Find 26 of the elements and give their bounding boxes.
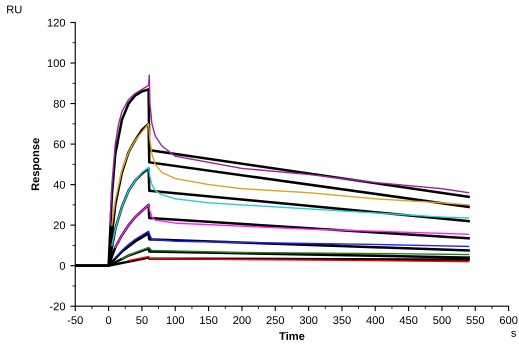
x-tick-label: 600 xyxy=(500,316,518,324)
text: RU xyxy=(7,6,22,14)
x-tick-label: 100 xyxy=(166,316,184,324)
y-tick-label: 120 xyxy=(48,18,66,27)
text: s xyxy=(511,330,516,337)
y-tick-label: 60 xyxy=(54,140,66,148)
y-axis-title: Response xyxy=(31,138,42,190)
y-tick-label: 40 xyxy=(53,180,66,189)
x-tick-label: 150 xyxy=(200,316,218,324)
x-tick-label: 50 xyxy=(136,316,148,324)
x-axis-title: Time xyxy=(279,332,304,340)
x-tick-label: 300 xyxy=(300,316,318,324)
y-tick-label: 20 xyxy=(54,221,66,230)
y-tick-label: 100 xyxy=(48,59,66,68)
y-tick-label: 80 xyxy=(54,100,66,108)
x-tick-label: 0 xyxy=(106,316,112,324)
x-tick-label: 200 xyxy=(233,316,251,324)
x-tick-label: 500 xyxy=(433,316,451,324)
x-tick-label: 550 xyxy=(466,316,484,324)
x-tick-label: -50 xyxy=(68,316,83,324)
x-tick-label: 400 xyxy=(366,316,384,324)
x-tick-label: 250 xyxy=(266,316,284,324)
y-tick-label: 0 xyxy=(60,262,66,270)
x-tick-label: 350 xyxy=(333,316,351,324)
x-tick-label: 450 xyxy=(400,316,418,324)
y-tick-label: -20 xyxy=(50,302,66,310)
